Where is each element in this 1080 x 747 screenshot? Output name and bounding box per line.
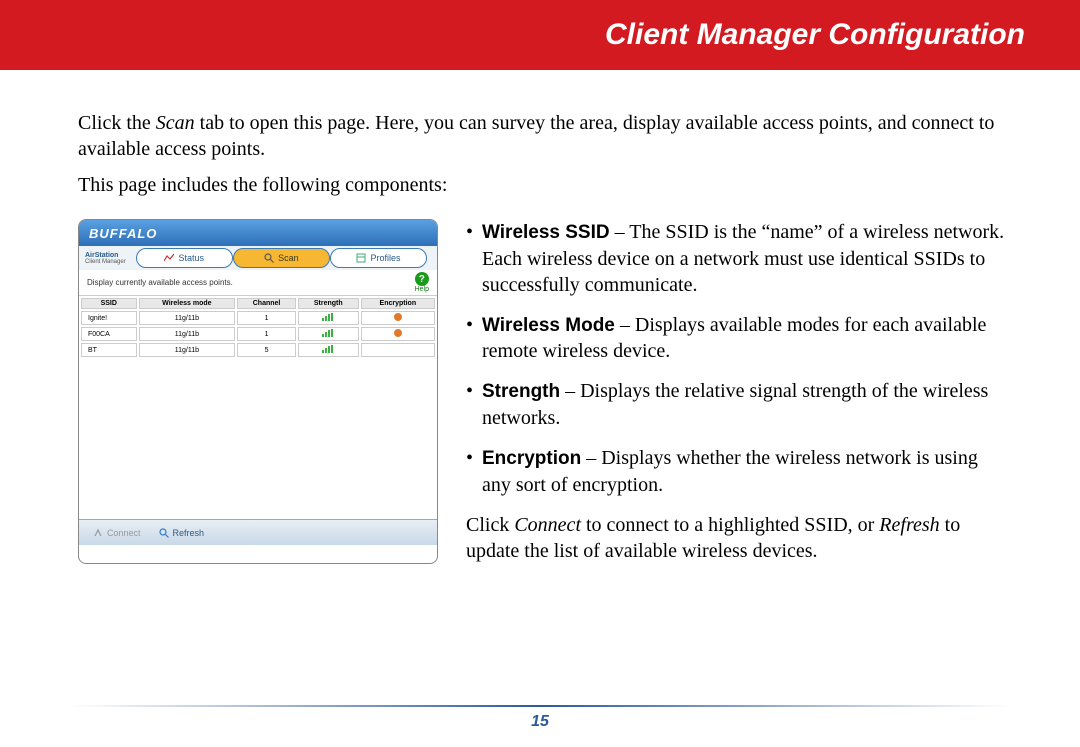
- bullet-mode: Wireless Mode – Displays available modes…: [466, 312, 1010, 365]
- col-strength[interactable]: Strength: [298, 298, 359, 309]
- col-mode[interactable]: Wireless mode: [139, 298, 236, 309]
- help-label: Help: [415, 286, 429, 293]
- cell-ssid: Ignite!: [81, 311, 137, 325]
- cell-channel: 1: [237, 327, 296, 341]
- table-row[interactable]: BT 11g/11b 5: [81, 343, 435, 357]
- table-header-row: SSID Wireless mode Channel Strength Encr…: [81, 298, 435, 309]
- tab-scan-label: Scan: [278, 253, 299, 263]
- tab-profiles-label: Profiles: [370, 253, 400, 263]
- network-table: SSID Wireless mode Channel Strength Encr…: [79, 296, 437, 359]
- term-encryption: Encryption: [482, 448, 581, 469]
- connect-button[interactable]: Connect: [93, 528, 141, 538]
- col-encryption[interactable]: Encryption: [361, 298, 435, 309]
- signal-icon: [322, 313, 334, 321]
- sub-brand-bottom: Client Manager: [85, 259, 126, 265]
- intro-scan-word: Scan: [156, 112, 195, 134]
- main-columns: BUFFALO AirStation Client Manager Status: [78, 219, 1010, 564]
- refresh-button[interactable]: Refresh: [159, 528, 205, 538]
- intro-paragraph-2: This page includes the following compone…: [78, 174, 1010, 197]
- intro-text-b: tab to open this page. Here, you can sur…: [78, 112, 994, 160]
- refresh-label: Refresh: [173, 528, 205, 538]
- cell-encryption: [361, 327, 435, 341]
- tab-row: Status Scan Profiles: [132, 248, 431, 268]
- intro-paragraph-1: Click the Scan tab to open this page. He…: [78, 110, 1010, 162]
- page-footer: 15: [0, 705, 1080, 731]
- cell-ssid: BT: [81, 343, 137, 357]
- caption-row: Display currently available access point…: [79, 270, 437, 296]
- cell-mode: 11g/11b: [139, 311, 236, 325]
- tab-profiles[interactable]: Profiles: [330, 248, 427, 268]
- follow-connect: Connect: [514, 514, 581, 536]
- col-channel[interactable]: Channel: [237, 298, 296, 309]
- cell-encryption: [361, 343, 435, 357]
- follow-b: to connect to a highlighted SSID, or: [581, 514, 879, 536]
- table-empty-area: [79, 359, 437, 519]
- sub-brand-top: AirStation: [85, 252, 118, 259]
- cell-strength: [298, 343, 359, 357]
- search-icon: [264, 253, 274, 263]
- signal-icon: [322, 329, 334, 337]
- page-title: Client Manager Configuration: [605, 18, 1025, 52]
- bullet-strength: Strength – Displays the relative signal …: [466, 378, 1010, 431]
- help-icon: ?: [415, 272, 429, 286]
- connect-label: Connect: [107, 528, 141, 538]
- lock-icon: [394, 329, 402, 337]
- tab-status[interactable]: Status: [136, 248, 233, 268]
- sub-brand-row: AirStation Client Manager Status: [79, 246, 437, 270]
- definitions-list: Wireless SSID – The SSID is the “name” o…: [466, 219, 1010, 564]
- cell-strength: [298, 311, 359, 325]
- app-toolbar: Connect Refresh: [79, 519, 437, 545]
- bullet-ssid: Wireless SSID – The SSID is the “name” o…: [466, 219, 1010, 298]
- intro-text-a: Click the: [78, 112, 156, 134]
- cell-mode: 11g/11b: [139, 327, 236, 341]
- cell-mode: 11g/11b: [139, 343, 236, 357]
- help-button[interactable]: ? Help: [415, 272, 429, 293]
- status-icon: [164, 253, 174, 263]
- footer-divider: [70, 705, 1010, 707]
- follow-paragraph: Click Connect to connect to a highlighte…: [466, 512, 1010, 564]
- term-mode: Wireless Mode: [482, 315, 615, 336]
- header-banner: Client Manager Configuration: [0, 0, 1080, 70]
- cell-channel: 5: [237, 343, 296, 357]
- app-screenshot: BUFFALO AirStation Client Manager Status: [78, 219, 438, 564]
- lock-icon: [394, 313, 402, 321]
- app-titlebar: BUFFALO: [79, 220, 437, 246]
- col-ssid[interactable]: SSID: [81, 298, 137, 309]
- cell-channel: 1: [237, 311, 296, 325]
- follow-refresh: Refresh: [879, 514, 939, 536]
- term-ssid: Wireless SSID: [482, 222, 610, 243]
- page-content: Click the Scan tab to open this page. He…: [0, 70, 1080, 564]
- tab-scan[interactable]: Scan: [233, 248, 330, 268]
- tab-status-label: Status: [178, 253, 204, 263]
- term-strength: Strength: [482, 381, 560, 402]
- table-row[interactable]: F00CA 11g/11b 1: [81, 327, 435, 341]
- signal-icon: [322, 345, 334, 353]
- refresh-icon: [159, 528, 169, 538]
- sub-brand: AirStation Client Manager: [85, 252, 126, 265]
- table-row[interactable]: Ignite! 11g/11b 1: [81, 311, 435, 325]
- cell-strength: [298, 327, 359, 341]
- cell-encryption: [361, 311, 435, 325]
- connect-icon: [93, 528, 103, 538]
- caption-text: Display currently available access point…: [87, 278, 233, 287]
- bullet-encryption: Encryption – Displays whether the wirele…: [466, 445, 1010, 498]
- page-number: 15: [0, 713, 1080, 731]
- profiles-icon: [356, 253, 366, 263]
- follow-a: Click: [466, 514, 514, 536]
- brand-logo: BUFFALO: [89, 226, 157, 241]
- cell-ssid: F00CA: [81, 327, 137, 341]
